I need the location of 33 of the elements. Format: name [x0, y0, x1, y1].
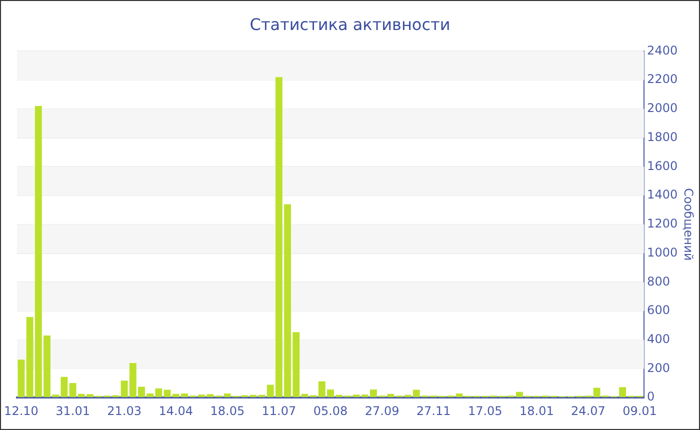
y-tick-label: 1800	[647, 130, 678, 144]
x-tick-label: 31.01	[56, 404, 90, 418]
x-tick-label: 09.01	[622, 404, 657, 418]
bar	[206, 394, 214, 398]
y-tick-label: 1200	[647, 216, 678, 231]
y-tick-label: 1400	[647, 188, 678, 202]
y-tick-label: 200	[647, 360, 670, 375]
bar	[352, 394, 360, 398]
x-tick-label: 12.10	[4, 404, 38, 418]
y-axis-title: Сообщений	[682, 188, 696, 261]
y-tick-label: 2400	[647, 43, 678, 58]
x-tick-label: 21.03	[107, 404, 142, 418]
x-tick-label: 27.11	[416, 404, 451, 418]
y-tick-label: 1000	[647, 245, 678, 260]
y-tick-label: 600	[647, 303, 670, 318]
x-tick-label: 27.09	[364, 404, 400, 418]
bar	[18, 360, 25, 398]
bar	[164, 390, 171, 398]
y-tick-label: 0	[647, 390, 655, 404]
y-tick-label: 1600	[647, 158, 678, 173]
x-tick-label: 24.07	[571, 404, 606, 418]
y-tick-label: 2000	[647, 101, 678, 116]
y-tick-label: 2200	[647, 72, 678, 86]
chart-title: Статистика активности	[248, 15, 452, 34]
x-tick-label: 05.08	[313, 404, 348, 418]
x-tick-label: 18.01	[519, 404, 554, 418]
bar	[69, 383, 76, 398]
y-tick-label: 400	[647, 332, 670, 346]
x-tick-label: 14.04	[158, 404, 194, 418]
x-tick-label: 18.05	[210, 404, 245, 418]
x-tick-label: 11.07	[262, 404, 296, 418]
y-tick-label: 800	[647, 274, 670, 288]
x-tick-label: 17.05	[468, 404, 502, 418]
